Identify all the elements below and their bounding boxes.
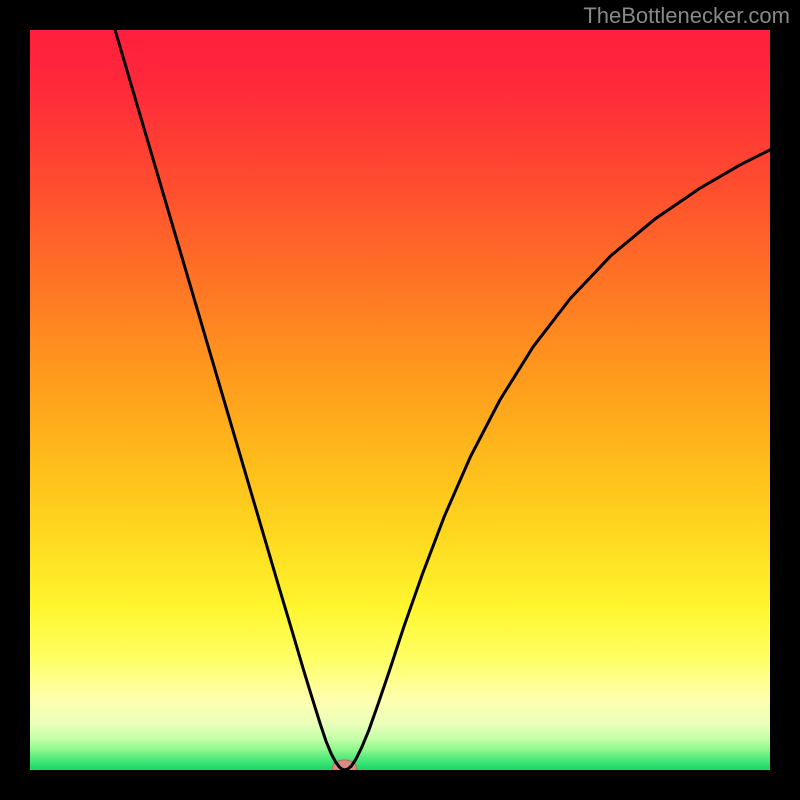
frame-bottom [0,770,800,800]
frame-right [770,0,800,800]
chart-stage: TheBottlenecker.com [0,0,800,800]
plot-svg [0,0,800,800]
watermark-text: TheBottlenecker.com [583,3,790,29]
frame-left [0,0,30,800]
plot-background [30,30,770,770]
